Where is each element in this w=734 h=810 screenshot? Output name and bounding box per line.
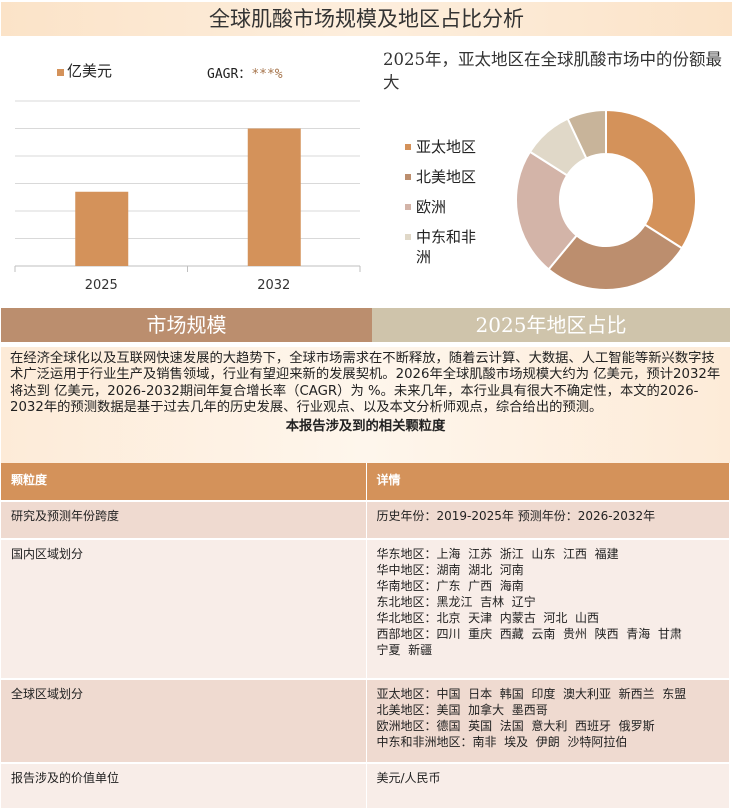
legend-swatch	[405, 144, 411, 150]
detail-line: 华东地区：上海 江苏 浙江 山东 江西 福建	[376, 547, 619, 561]
header-details: 详情	[366, 463, 730, 502]
legend-label: 亚太地区	[416, 138, 477, 156]
legend-item: 中东和非洲	[405, 227, 483, 271]
slice-欧洲	[515, 150, 579, 271]
detail-line: 西部地区：四川 重庆 西藏 云南 贵州 陕西 青海 甘肃	[376, 627, 682, 641]
legend-swatch	[405, 234, 411, 240]
legend-item: 欧洲	[405, 197, 483, 227]
section-region-share: 2025年地区占比	[372, 308, 730, 342]
legend-label: 欧洲	[416, 198, 447, 216]
legend-swatch	[57, 68, 64, 76]
row-details: 美元/人民币	[366, 763, 730, 810]
table-row: 全球区域划分 亚太地区：中国 日本 韩国 印度 澳大利亚 新西兰 东盟 北美地区：美…	[1, 679, 730, 764]
cagr-value: ***%	[251, 67, 283, 82]
detail-line: 华南地区：广东 广西 海南	[376, 579, 524, 593]
table-title: 本报告涉及到的相关颗粒度	[285, 418, 446, 434]
x-tick-label: 2032	[257, 278, 290, 293]
bar-2025	[75, 191, 129, 266]
detail-line: 欧洲地区：德国 英国 法国 意大利 西班牙 俄罗斯	[376, 719, 655, 733]
page-title: 全球肌酸市场规模及地区占比分析	[1, 2, 732, 36]
table-header: 颗粒度 详情	[1, 463, 730, 502]
legend-swatch	[405, 204, 411, 210]
legend-swatch	[405, 174, 411, 180]
cagr-label: GAGR：***%	[207, 63, 283, 82]
detail-line: 中东和非洲地区：南非 埃及 伊朗 沙特阿拉伯	[376, 735, 628, 749]
pie-title: 2025年，亚太地区在全球肌酸市场中的份额最大	[383, 50, 722, 92]
table-row: 国内区域划分 华东地区：上海 江苏 浙江 山东 江西 福建 华中地区：湖南 湖北 河…	[1, 539, 730, 680]
x-tick-label: 2025	[85, 278, 118, 293]
detail-line: 华北地区：北京 天津 内蒙古 河北 山西	[376, 611, 600, 625]
legend-item: 亚太地区	[405, 137, 483, 167]
slice-亚太地区	[605, 108, 697, 250]
detail-line: 北美地区：美国 加拿大 墨西哥	[376, 703, 548, 717]
detail-line: 历史年份：2019-2025年 预测年份：2026-2032年	[376, 509, 656, 523]
pie-legend: 亚太地区北美地区欧洲中东和非洲	[405, 137, 483, 271]
row-label: 国内区域划分	[1, 539, 367, 680]
bar-2032	[247, 128, 301, 266]
slice-北美地区	[547, 223, 684, 291]
row-label: 全球区域划分	[1, 679, 367, 764]
row-label: 报告涉及的价值单位	[1, 763, 367, 810]
table-row: 报告涉及的价值单位 美元/人民币	[1, 763, 730, 810]
table-row: 研究及预测年份跨度 历史年份：2019-2025年 预测年份：2026-2032年	[1, 501, 730, 540]
legend-label: 亿美元	[67, 62, 113, 80]
row-label: 研究及预测年份跨度	[1, 501, 367, 540]
row-details: 历史年份：2019-2025年 预测年份：2026-2032年	[366, 501, 730, 540]
description: 在经济全球化以及互联网快速发展的大趋势下，全球市场需求在不断释放，随着云计算、大…	[1, 347, 730, 463]
detail-line: 亚太地区：中国 日本 韩国 印度 澳大利亚 新西兰 东盟	[376, 687, 687, 701]
legend-item: 北美地区	[405, 167, 483, 197]
detail-line: 美元/人民币	[376, 771, 441, 785]
row-details: 亚太地区：中国 日本 韩国 印度 澳大利亚 新西兰 东盟 北美地区：美国 加拿大 …	[366, 679, 730, 764]
donut-chart	[515, 108, 697, 291]
bar-chart: 2025 2032	[14, 100, 361, 293]
detail-line: 东北地区：黑龙江 吉林 辽宁	[376, 595, 536, 609]
legend-label: 北美地区	[416, 168, 477, 186]
slice-other	[566, 108, 607, 160]
cagr-text: GAGR：	[207, 67, 252, 82]
detail-line: 宁夏 新疆	[376, 643, 433, 657]
bar-legend: 亿美元	[57, 60, 112, 81]
detail-line: 华中地区：湖南 湖北 河南	[376, 563, 524, 577]
header-granularity: 颗粒度	[1, 463, 367, 502]
section-market-size: 市场规模	[1, 308, 372, 342]
row-details: 华东地区：上海 江苏 浙江 山东 江西 福建 华中地区：湖南 湖北 河南 华南地区：…	[366, 539, 730, 680]
description-text: 在经济全球化以及互联网快速发展的大趋势下，全球市场需求在不断释放，随着云计算、大…	[10, 351, 721, 416]
legend-label: 中东和非洲	[416, 228, 477, 266]
granularity-table: 颗粒度 详情 研究及预测年份跨度 历史年份：2019-2025年 预测年份：2026…	[1, 463, 730, 810]
